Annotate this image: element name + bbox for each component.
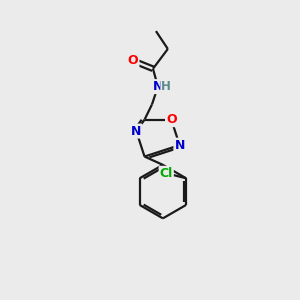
Text: H: H xyxy=(161,80,171,93)
Text: N: N xyxy=(131,124,141,138)
Text: N: N xyxy=(174,139,185,152)
Text: N: N xyxy=(153,80,163,93)
Text: O: O xyxy=(166,113,177,126)
Text: O: O xyxy=(128,54,139,67)
Text: Cl: Cl xyxy=(160,167,173,180)
